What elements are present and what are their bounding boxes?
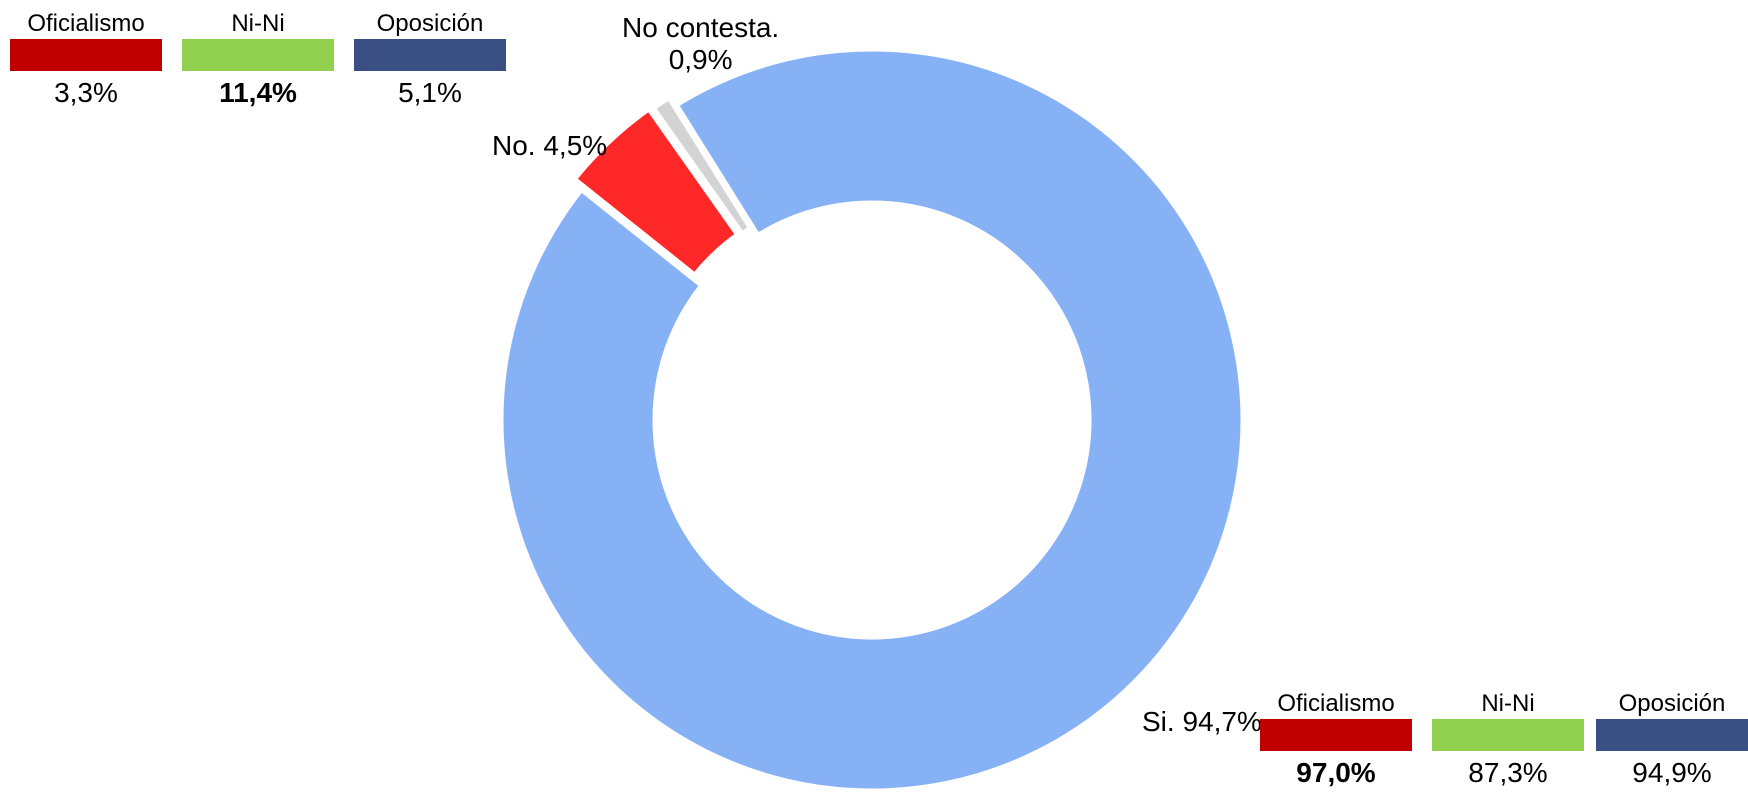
legend-top-item-oposicion: Oposición 5,1% (354, 11, 506, 111)
slice-label-no: No. 4,5% (492, 130, 608, 161)
legend-top-label-nini: Ni-Ni (231, 10, 285, 37)
legend-top-swatch-nini (182, 39, 334, 71)
slice-label-no-contesta-line2: 0,9% (668, 44, 733, 75)
legend-bottom-swatch-oficialismo (1260, 719, 1412, 751)
legend-bottom-value-oficialismo: 97,0% (1296, 757, 1376, 788)
legend-bottom-swatch-oposicion (1596, 719, 1748, 751)
legend-bottom-label-nini: Ni-Ni (1481, 690, 1535, 717)
legend-top-value-oficialismo: 3,3% (54, 77, 118, 108)
legend-top-item-oficialismo: Oficialismo 3,3% (10, 11, 162, 111)
legend-top-label-oficialismo: Oficialismo (27, 10, 145, 37)
legend-top-value-oposicion: 5,1% (398, 77, 462, 108)
legend-bottom-value-nini: 87,3% (1468, 757, 1548, 788)
legend-bottom-label-oposicion: Oposición (1618, 690, 1726, 717)
legend-bottom-item-nini: Ni-Ni 87,3% (1432, 691, 1584, 791)
legend-bottom-label-oficialismo: Oficialismo (1277, 690, 1395, 717)
slice-label-no-contesta-line1: No contesta. (622, 12, 780, 43)
slice-label-si: Si. 94,7% (1142, 706, 1262, 737)
legend-top-label-oposicion: Oposición (376, 10, 484, 37)
legend-top-item-nini: Ni-Ni 11,4% (182, 11, 334, 111)
legend-bottom-item-oposicion: Oposición 94,9% (1596, 691, 1748, 791)
legend-bottom-item-oficialismo: Oficialismo 97,0% (1260, 691, 1412, 791)
legend-top-swatch-oposicion (354, 39, 506, 71)
legend-top-swatch-oficialismo (10, 39, 162, 71)
legend-bottom-value-oposicion: 94,9% (1632, 757, 1712, 788)
legend-bottom-swatch-nini (1432, 719, 1584, 751)
slice-label-no-contesta: No contesta. 0,9% (622, 12, 779, 76)
legend-top-value-nini: 11,4% (219, 77, 297, 108)
donut-slice-no-contesta (646, 91, 757, 241)
donut-slice-si (496, 44, 1248, 794)
